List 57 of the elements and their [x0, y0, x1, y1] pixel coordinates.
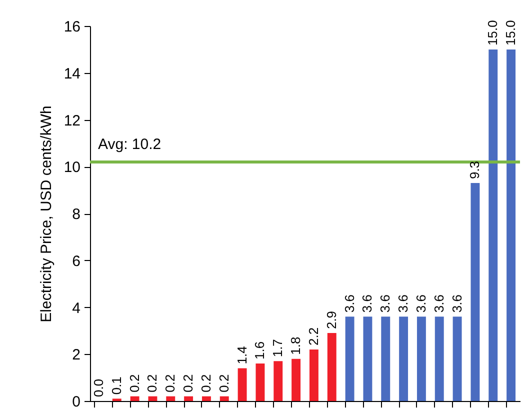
- y-tick-label: 10: [64, 159, 80, 176]
- y-tick-label: 8: [72, 206, 80, 223]
- y-tick-label: 12: [64, 112, 80, 130]
- bar: [238, 368, 247, 401]
- data-label: 3.6: [360, 294, 375, 313]
- ref-line-label: Avg: 10.2: [98, 136, 162, 153]
- y-tick-label: 2: [72, 346, 80, 364]
- y-tick-label: 16: [64, 18, 80, 36]
- y-tick-label: 0: [72, 394, 80, 408]
- data-label: 3.6: [342, 294, 357, 313]
- data-label: 15.0: [485, 20, 500, 46]
- data-label: 0.2: [198, 374, 214, 392]
- bar: [274, 361, 283, 401]
- y-axis-title: Electricity Price, USD cents/kWh: [38, 106, 55, 322]
- bar: [220, 396, 229, 401]
- bar: [327, 333, 336, 401]
- data-label: 3.6: [413, 294, 428, 313]
- data-label: 1.8: [288, 336, 304, 355]
- data-label: 1.4: [234, 346, 250, 364]
- data-label: 3.6: [396, 294, 411, 313]
- bar: [166, 396, 176, 401]
- bar: [488, 49, 498, 401]
- bar: [256, 364, 265, 401]
- data-label: 3.6: [431, 294, 446, 313]
- data-label: 15.0: [503, 20, 518, 46]
- bar: [345, 316, 354, 401]
- bar: [292, 358, 301, 401]
- data-label: 0.2: [180, 374, 196, 392]
- data-label: 0.2: [126, 374, 142, 392]
- bar: [363, 316, 372, 401]
- bar: [309, 349, 318, 401]
- y-tick-label: 6: [72, 252, 80, 270]
- data-label: 0.2: [216, 374, 232, 392]
- data-label: 0.0: [90, 378, 106, 397]
- bar: [381, 316, 390, 401]
- bar: [202, 396, 211, 401]
- bar: [506, 49, 516, 401]
- bar: [416, 316, 426, 401]
- data-label: 0.1: [108, 376, 124, 395]
- data-label: 2.2: [306, 327, 321, 346]
- bar: [434, 316, 444, 401]
- data-label: 1.6: [252, 341, 268, 360]
- bar: [184, 396, 194, 401]
- bar: [452, 316, 462, 401]
- data-label: 2.9: [324, 310, 339, 330]
- bar: [130, 396, 140, 401]
- bar: [399, 316, 408, 401]
- data-label: 9.3: [467, 160, 482, 180]
- data-label: 0.2: [144, 374, 160, 392]
- data-label: 0.2: [162, 374, 178, 392]
- bar: [148, 396, 158, 401]
- y-tick-label: 14: [64, 65, 80, 82]
- data-label: 1.7: [270, 339, 286, 358]
- bar: [470, 183, 480, 401]
- data-label: 3.6: [449, 294, 464, 313]
- y-tick-label: 4: [72, 300, 80, 317]
- data-label: 3.6: [378, 294, 393, 313]
